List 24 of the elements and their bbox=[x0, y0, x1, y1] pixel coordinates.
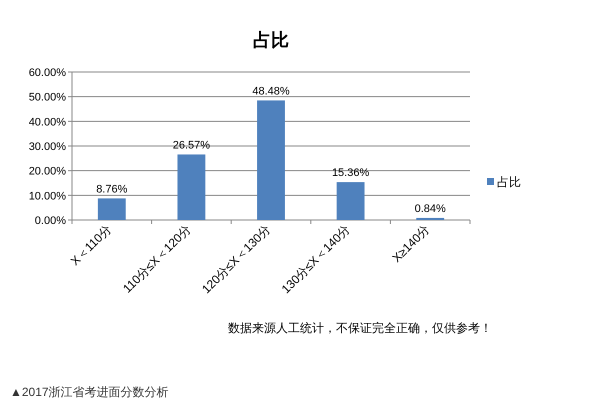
legend-label: 占比 bbox=[497, 175, 521, 189]
text: 数据来源人工统计，不保证完全正确，仅供参考！ bbox=[228, 321, 492, 335]
x-tick-label: 120分≤X＜130分 bbox=[199, 222, 274, 296]
y-tick-label: 10.00% bbox=[28, 190, 66, 202]
text: ▲2017浙江省考进面分数分析 bbox=[10, 385, 169, 399]
y-tick-label: 40.00% bbox=[28, 116, 66, 128]
x-tick-label: 130分≤X＜140分 bbox=[278, 222, 353, 296]
text: 26.57% bbox=[172, 139, 210, 152]
y-tick-label: 30.00% bbox=[28, 141, 66, 153]
chart-title: 占比 bbox=[253, 30, 289, 50]
bar bbox=[98, 198, 126, 220]
bar bbox=[177, 154, 206, 220]
y-tick-label: 20.00% bbox=[28, 166, 66, 178]
bar bbox=[336, 182, 365, 220]
x-tick-label: X＜110分 bbox=[68, 222, 114, 268]
text: 15.36% bbox=[332, 167, 370, 180]
y-tick-label: 50.00% bbox=[28, 92, 66, 104]
text: 0.84% bbox=[414, 202, 446, 215]
bar bbox=[257, 100, 285, 220]
y-tick-label: 60.00% bbox=[28, 67, 66, 79]
text: 8.76% bbox=[96, 183, 128, 196]
y-tick-label: 0.00% bbox=[34, 215, 66, 227]
x-tick-label: 110分≤X＜120分 bbox=[120, 222, 194, 296]
text: 48.48% bbox=[252, 85, 290, 98]
